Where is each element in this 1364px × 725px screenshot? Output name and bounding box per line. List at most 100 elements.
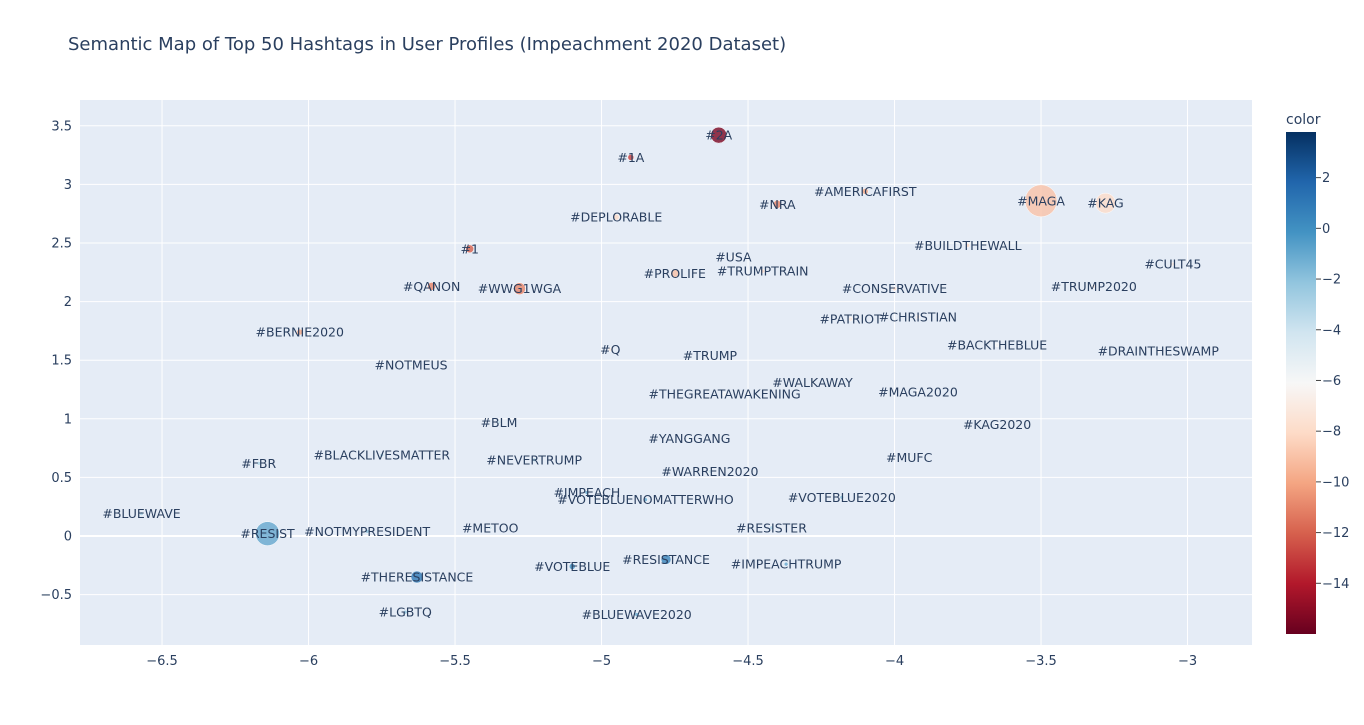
data-point[interactable] (1170, 261, 1176, 267)
data-point[interactable] (660, 554, 672, 565)
data-point[interactable] (810, 380, 815, 385)
data-labels: #2A #1A #AMERICAFIRST #MAGA #KAG #NRA #DEPLORA… (102, 128, 1219, 622)
colorbar-tick-label: −10 (1322, 475, 1349, 490)
data-point[interactable] (994, 422, 1000, 427)
point-label: #VOTEBLUE2020 (788, 490, 896, 505)
x-tick-label: −6.5 (146, 654, 178, 669)
point-label: #NRA (759, 197, 796, 212)
data-point[interactable] (1024, 184, 1058, 218)
data-point[interactable] (531, 457, 537, 463)
point-label: #BUILDTHEWALL (914, 238, 1022, 253)
data-point[interactable] (402, 609, 408, 615)
data-point[interactable] (994, 342, 1000, 348)
point-label: #BLUEWAVE (102, 506, 180, 521)
data-point[interactable] (296, 328, 303, 336)
x-axis-ticks: −6.5 −6 −5.5 −5 −4.5 −4 −3.5 −3 (146, 654, 1197, 669)
colorbar-tick-label: −14 (1322, 577, 1349, 592)
data-point[interactable] (496, 420, 502, 425)
colorbar-tick-label: −4 (1322, 323, 1341, 338)
data-point[interactable] (255, 521, 280, 546)
point-label: #DRAINTHESWAMP (1098, 343, 1220, 358)
data-point[interactable] (256, 461, 261, 466)
point-label: #DEPLORABLE (570, 210, 662, 225)
data-point[interactable] (427, 282, 436, 291)
data-point[interactable] (707, 469, 713, 474)
data-point[interactable] (839, 495, 845, 500)
y-tick-label: 3.5 (51, 119, 72, 134)
chart-title: Semantic Map of Top 50 Hashtags in User … (68, 34, 786, 55)
data-point[interactable] (379, 452, 385, 458)
data-point[interactable] (710, 126, 727, 144)
data-point[interactable] (627, 154, 635, 161)
data-point[interactable] (760, 268, 765, 274)
data-point[interactable] (584, 490, 590, 495)
y-tick-label: −0.5 (40, 588, 72, 603)
data-point[interactable] (568, 563, 576, 570)
data-point[interactable] (670, 269, 680, 278)
data-point[interactable] (487, 525, 493, 531)
data-point[interactable] (848, 316, 853, 322)
x-tick-label: −4.5 (732, 654, 764, 669)
data-point[interactable] (861, 188, 869, 195)
point-label: #1A (617, 150, 644, 165)
y-tick-label: 2.5 (51, 236, 72, 251)
point-label: #TRUMPTRAIN (717, 264, 809, 279)
point-label: #AMERICAFIRST (814, 184, 917, 199)
data-points (139, 126, 1176, 617)
point-label: #RESISTER (736, 520, 807, 535)
data-point[interactable] (892, 286, 897, 291)
data-point[interactable] (1091, 284, 1097, 289)
point-label: #THERESISTANCE (361, 570, 474, 585)
y-tick-label: 1.5 (51, 354, 72, 369)
y-tick-label: 3 (64, 178, 72, 193)
y-tick-label: 1 (64, 412, 72, 427)
x-tick-label: −5.5 (439, 654, 471, 669)
point-label: #BERNIE2020 (256, 325, 344, 340)
data-point[interactable] (643, 497, 648, 502)
point-label: #IMPEACHTRUMP (731, 557, 842, 572)
data-point[interactable] (634, 612, 639, 617)
data-point[interactable] (707, 353, 713, 358)
point-label: #KAG2020 (963, 417, 1031, 432)
data-point[interactable] (722, 391, 727, 397)
data-point[interactable] (915, 314, 921, 320)
point-label: #LGBTQ (379, 605, 432, 620)
data-point[interactable] (612, 213, 620, 221)
point-label: #MAGA (1017, 193, 1065, 208)
data-point[interactable] (769, 525, 774, 531)
point-label: #BLM (481, 415, 518, 430)
point-label: #WALKAWAY (772, 375, 853, 390)
colorbar-tick-label: −12 (1322, 526, 1349, 541)
data-point[interactable] (965, 243, 971, 248)
point-label: #YANGGANG (648, 431, 730, 446)
point-label: #VOTEBLUENOMATTERWHO (557, 492, 734, 507)
data-point[interactable] (915, 389, 921, 395)
data-point[interactable] (687, 436, 692, 441)
point-label: #PROLIFE (644, 266, 706, 281)
point-label: #NOTMEUS (375, 357, 448, 372)
data-point[interactable] (513, 282, 526, 295)
point-label: #VOTEBLUE (534, 559, 610, 574)
data-point[interactable] (465, 244, 474, 254)
y-axis-ticks: −0.5 0 0.5 1 1.5 2 2.5 3 3.5 (40, 119, 72, 603)
data-point[interactable] (608, 347, 613, 352)
data-point[interactable] (773, 200, 782, 209)
data-point[interactable] (783, 561, 789, 567)
colorbar-tick-label: −8 (1322, 425, 1341, 440)
y-tick-label: 0.5 (51, 471, 72, 486)
x-tick-label: −3 (1178, 654, 1197, 669)
point-label: #WWG1WGA (478, 281, 562, 296)
colorbar-tick-label: 0 (1322, 222, 1330, 237)
point-label: #CONSERVATIVE (842, 281, 947, 296)
data-point[interactable] (408, 362, 414, 368)
data-point[interactable] (906, 455, 912, 460)
point-label: #NOTMYPRESIDENT (304, 524, 430, 539)
data-point[interactable] (364, 529, 370, 534)
point-label: #FBR (241, 456, 276, 471)
point-label: #BLACKLIVESMATTER (313, 448, 450, 463)
data-point[interactable] (1095, 192, 1116, 214)
data-point[interactable] (1155, 348, 1161, 354)
data-point[interactable] (139, 511, 144, 516)
data-point[interactable] (731, 254, 736, 260)
data-point[interactable] (410, 570, 424, 584)
